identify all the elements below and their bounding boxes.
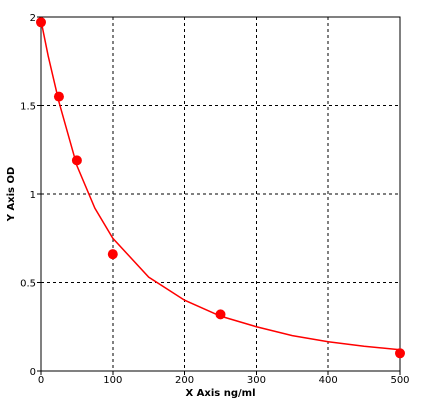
data-point <box>215 309 226 320</box>
grid-layer <box>41 17 400 371</box>
data-point <box>36 17 46 28</box>
data-point <box>71 155 82 166</box>
y-tick-label: 1 <box>30 190 36 201</box>
x-tick-label: 100 <box>103 375 122 386</box>
y-tick-label: 1.5 <box>20 102 36 113</box>
y-tick-label: 0 <box>30 367 36 378</box>
ticks-layer: 0 100 200 300 400 500 0 0.5 1 1.5 2 <box>20 13 409 386</box>
y-tick-label: 0.5 <box>20 279 36 290</box>
x-tick-label: 0 <box>38 375 44 386</box>
data-point <box>395 348 405 359</box>
x-tick-label: 500 <box>390 375 409 386</box>
x-tick-label: 400 <box>319 375 338 386</box>
curve-layer <box>40 20 401 351</box>
x-tick-label: 200 <box>175 375 194 386</box>
fit-curve <box>40 20 401 351</box>
data-point <box>53 91 64 102</box>
y-tick-label: 2 <box>30 13 36 24</box>
x-axis-title: X Axis ng/ml <box>185 388 255 399</box>
points-layer <box>36 17 405 359</box>
data-point <box>107 249 118 260</box>
y-axis-title: Y Axis OD <box>6 167 17 223</box>
x-tick-label: 300 <box>247 375 266 386</box>
